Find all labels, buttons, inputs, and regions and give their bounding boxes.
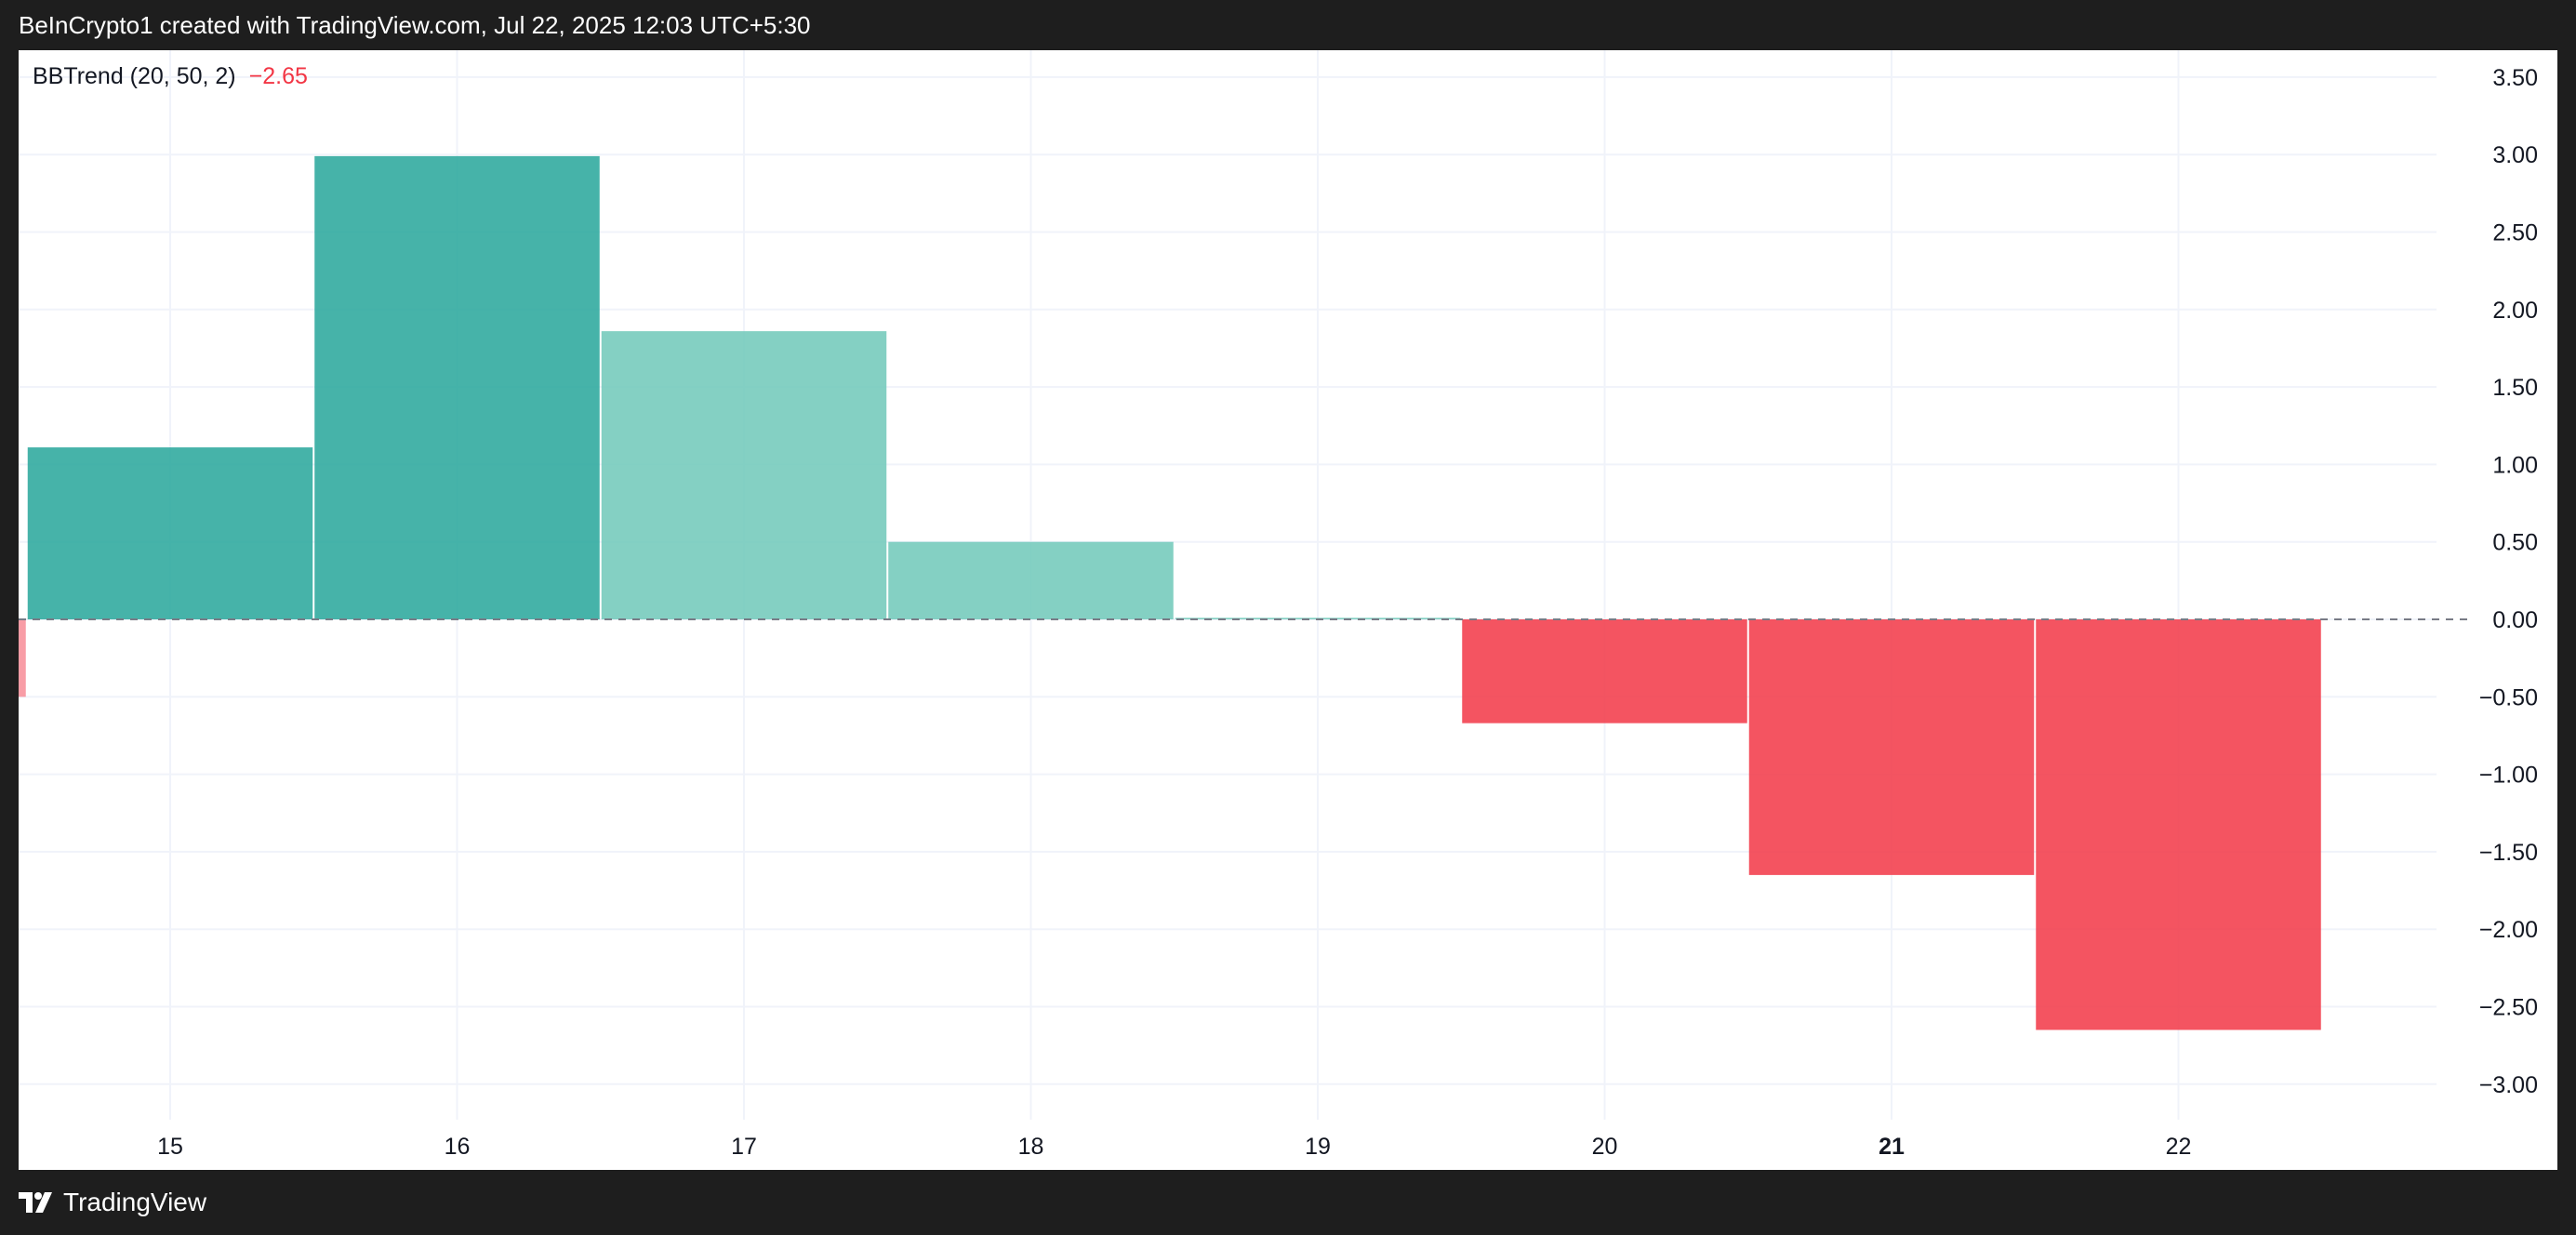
histogram-bar — [888, 541, 1174, 619]
x-tick-label: 20 — [1592, 1134, 1618, 1160]
histogram-bar — [601, 331, 887, 619]
indicator-name: BBTrend (20, 50, 2) — [33, 63, 236, 89]
histogram-bar — [1462, 619, 1747, 724]
histogram-bar — [19, 619, 26, 697]
attribution-text: BeInCrypto1 created with TradingView.com… — [19, 11, 811, 39]
indicator-value: −2.65 — [248, 63, 308, 89]
y-tick-label: 1.00 — [2492, 452, 2538, 478]
footer-bar: TradingView — [0, 1170, 2576, 1235]
y-tick-label: −2.00 — [2479, 917, 2538, 943]
x-tick-label: 18 — [1018, 1134, 1044, 1160]
tradingview-logo-icon — [19, 1192, 52, 1213]
y-tick-label: 2.50 — [2492, 220, 2538, 246]
y-tick-label: −1.00 — [2479, 763, 2538, 789]
y-tick-label: −0.50 — [2479, 684, 2538, 710]
y-tick-label: 2.00 — [2492, 298, 2538, 324]
y-tick-label: 0.50 — [2492, 530, 2538, 556]
footer-brand: TradingView — [63, 1188, 207, 1216]
attribution-bar: BeInCrypto1 created with TradingView.com… — [0, 0, 2576, 50]
y-tick-label: −1.50 — [2479, 840, 2538, 866]
y-tick-label: −3.00 — [2479, 1072, 2538, 1098]
x-tick-label: 16 — [445, 1134, 471, 1160]
y-tick-label: 3.50 — [2492, 65, 2538, 91]
x-tick-label: 19 — [1305, 1134, 1331, 1160]
chart-panel[interactable]: 3.50 3.00 2.50 2.00 1.50 1.00 0.50 0.00 −0.50 −1.… — [19, 50, 2557, 1170]
x-tick-label: 22 — [2166, 1134, 2192, 1160]
x-tick-label: 17 — [731, 1134, 757, 1160]
y-tick-label: −2.50 — [2479, 995, 2538, 1021]
bbtrend-chart[interactable]: 3.50 3.00 2.50 2.00 1.50 1.00 0.50 0.00 −0.50 −1.… — [19, 50, 2557, 1170]
histogram-bar — [314, 155, 600, 619]
x-tick-label: 15 — [157, 1134, 183, 1160]
y-tick-label: 0.00 — [2492, 607, 2538, 633]
y-tick-label: 3.00 — [2492, 142, 2538, 168]
indicator-legend[interactable]: BBTrend (20, 50, 2) −2.65 — [33, 63, 308, 90]
histogram-bar — [2036, 619, 2321, 1030]
x-tick-label: 21 — [1879, 1134, 1905, 1160]
histogram-bar — [1748, 619, 2035, 875]
y-tick-label: 1.50 — [2492, 375, 2538, 401]
histogram-bar — [27, 447, 313, 619]
